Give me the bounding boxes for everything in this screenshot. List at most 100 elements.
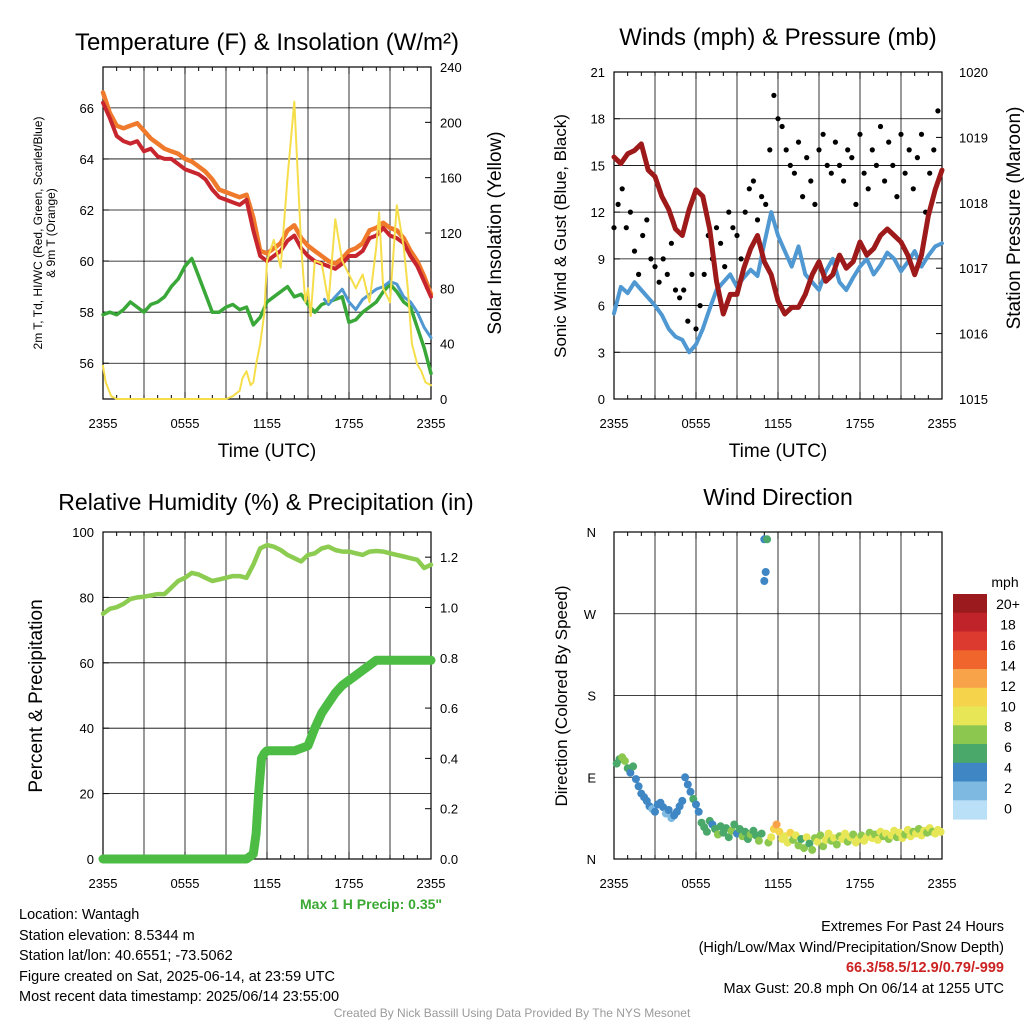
insolation-y-tick-label: 120 — [440, 226, 462, 241]
direction-point — [678, 796, 687, 805]
gust-point — [701, 271, 707, 277]
gust-point — [873, 162, 880, 168]
speed-legend-label: 16 — [1000, 637, 1016, 653]
gust-point — [828, 170, 834, 176]
humidity-y-tick-label: 80 — [80, 590, 94, 605]
direction-point — [767, 833, 776, 842]
gust-point — [914, 155, 921, 161]
gust-point — [668, 240, 675, 246]
direction-point — [694, 807, 703, 816]
speed-legend-swatch — [953, 762, 987, 783]
insolation-y-tick-label: 240 — [440, 60, 462, 75]
humidity-line — [100, 542, 434, 617]
gust-point — [738, 256, 744, 262]
wind-title: Winds (mph) & Pressure (mb) — [619, 24, 936, 51]
wind-x-tick-label: 2355 — [928, 416, 957, 431]
humidity-x-tick-label: 1155 — [253, 876, 281, 891]
sonic-wind-line — [612, 210, 944, 355]
direction-left-ylabel: Direction (Colored By Speed) — [552, 585, 571, 806]
gust-point — [927, 170, 933, 176]
speed-legend-swatch — [953, 744, 987, 764]
humidity-y-tick-label: 20 — [80, 787, 94, 802]
precip-y-tick-label: 1.0 — [440, 600, 458, 615]
wind-x-tick-label: 2355 — [600, 416, 629, 431]
gust-point — [726, 209, 732, 215]
humidity-panel: Relative Humidity (%) & Precipitation (i… — [26, 489, 474, 891]
direction-point — [651, 807, 659, 816]
direction-point — [664, 806, 673, 814]
direction-point — [631, 775, 640, 784]
credit-line: Created By Nick Bassill Using Data Provi… — [333, 1006, 691, 1020]
gust-point — [800, 194, 806, 200]
figure-created: Figure created on Sat, 2025-06-14, at 23… — [19, 968, 335, 985]
humidity-x-tick-label: 2355 — [89, 876, 118, 891]
speed-legend-title: mph — [991, 574, 1018, 590]
insolation-right-ylabel: Solar Insolation (Yellow) — [485, 131, 506, 334]
direction-point — [760, 577, 769, 585]
speed-legend: 20+ 18 16 14 12 10 8 6 4 2 0 — [953, 594, 1020, 820]
temperature-left-ylabel-1: 2m T, Td, HI/WC (Red, Green, Scarlet/Blu… — [31, 117, 45, 350]
gust-point — [804, 155, 810, 161]
insolation-y-tick-label: 160 — [440, 171, 462, 186]
gust-point — [713, 225, 720, 231]
gust-point — [767, 147, 773, 153]
direction-x-tick-labels: 2355 0555 1155 1755 2355 — [600, 876, 957, 891]
speed-legend-swatch — [953, 800, 987, 820]
speed-legend-swatch — [953, 687, 987, 708]
insolation-y-tick-label: 200 — [440, 115, 462, 130]
gust-point — [931, 147, 937, 153]
gust-point — [693, 326, 699, 332]
temperature-x-tick-label: 1155 — [253, 416, 281, 431]
temperature-y-tick-label: 62 — [80, 203, 94, 218]
speed-legend-label: 6 — [1004, 739, 1012, 755]
precip-y-tick-label: 0.2 — [440, 802, 458, 817]
insolation-y-tick-label: 0 — [440, 392, 447, 407]
station-info: Location: Wantagh Station elevation: 8.5… — [19, 905, 339, 1008]
humidity-y-tick-label: 0 — [87, 852, 94, 867]
temperature-x-tick-label: 2355 — [417, 416, 446, 431]
gust-point — [820, 131, 826, 137]
gust-point — [689, 271, 695, 277]
direction-point — [800, 844, 808, 853]
humidity-series — [98, 542, 436, 864]
direction-point — [620, 756, 629, 765]
gust-point — [685, 318, 691, 324]
gust-point — [935, 108, 941, 114]
recent-timestamp: Most recent data timestamp: 2025/06/14 2… — [19, 989, 340, 1005]
direction-point — [629, 762, 638, 771]
speed-legend-swatch — [953, 631, 987, 651]
direction-point — [761, 568, 770, 576]
speed-legend-label: 12 — [1000, 678, 1016, 694]
gust-point — [677, 295, 683, 301]
temperature-x-tick-label: 2355 — [89, 416, 118, 431]
station-elevation: Station elevation: 8.5344 m — [19, 927, 195, 944]
gust-point — [615, 201, 621, 207]
gust-point — [791, 170, 798, 176]
direction-series — [612, 535, 945, 854]
wind-y-tick-label: 18 — [591, 112, 605, 127]
wind-y-tick-label: 9 — [598, 252, 605, 267]
gust-point — [730, 225, 736, 231]
temperature-series — [100, 90, 434, 400]
pressure-right-ylabel: Station Pressure (Maroon) — [1004, 107, 1024, 330]
direction-point — [763, 535, 772, 544]
direction-title: Wind Direction — [703, 484, 853, 510]
temperature-x-tick-label: 0555 — [171, 416, 200, 431]
gust-point — [656, 279, 662, 285]
gust-point — [886, 139, 892, 145]
gust-point — [640, 232, 646, 239]
precip-y-tick-label: 0.4 — [440, 751, 458, 766]
direction-y-tick-label: E — [587, 770, 596, 785]
extremes-subtitle: (High/Low/Max Wind/Precipitation/Snow De… — [698, 939, 1004, 956]
precip-y-tick-label: 0.6 — [440, 701, 458, 716]
dewpoint-line — [101, 256, 433, 376]
gust-point — [808, 178, 814, 184]
max-precip-label: Max 1 H Precip: 0.35" — [300, 896, 443, 912]
gust-point — [722, 264, 728, 270]
direction-point — [634, 782, 643, 791]
direction-point — [816, 831, 825, 840]
speed-legend-swatch — [953, 612, 987, 633]
gust-point — [681, 287, 687, 293]
wind-y-tick-label: 15 — [591, 158, 605, 173]
pressure-y-tick-labels: 1015 1016 1017 1018 1019 1020 — [959, 65, 988, 407]
